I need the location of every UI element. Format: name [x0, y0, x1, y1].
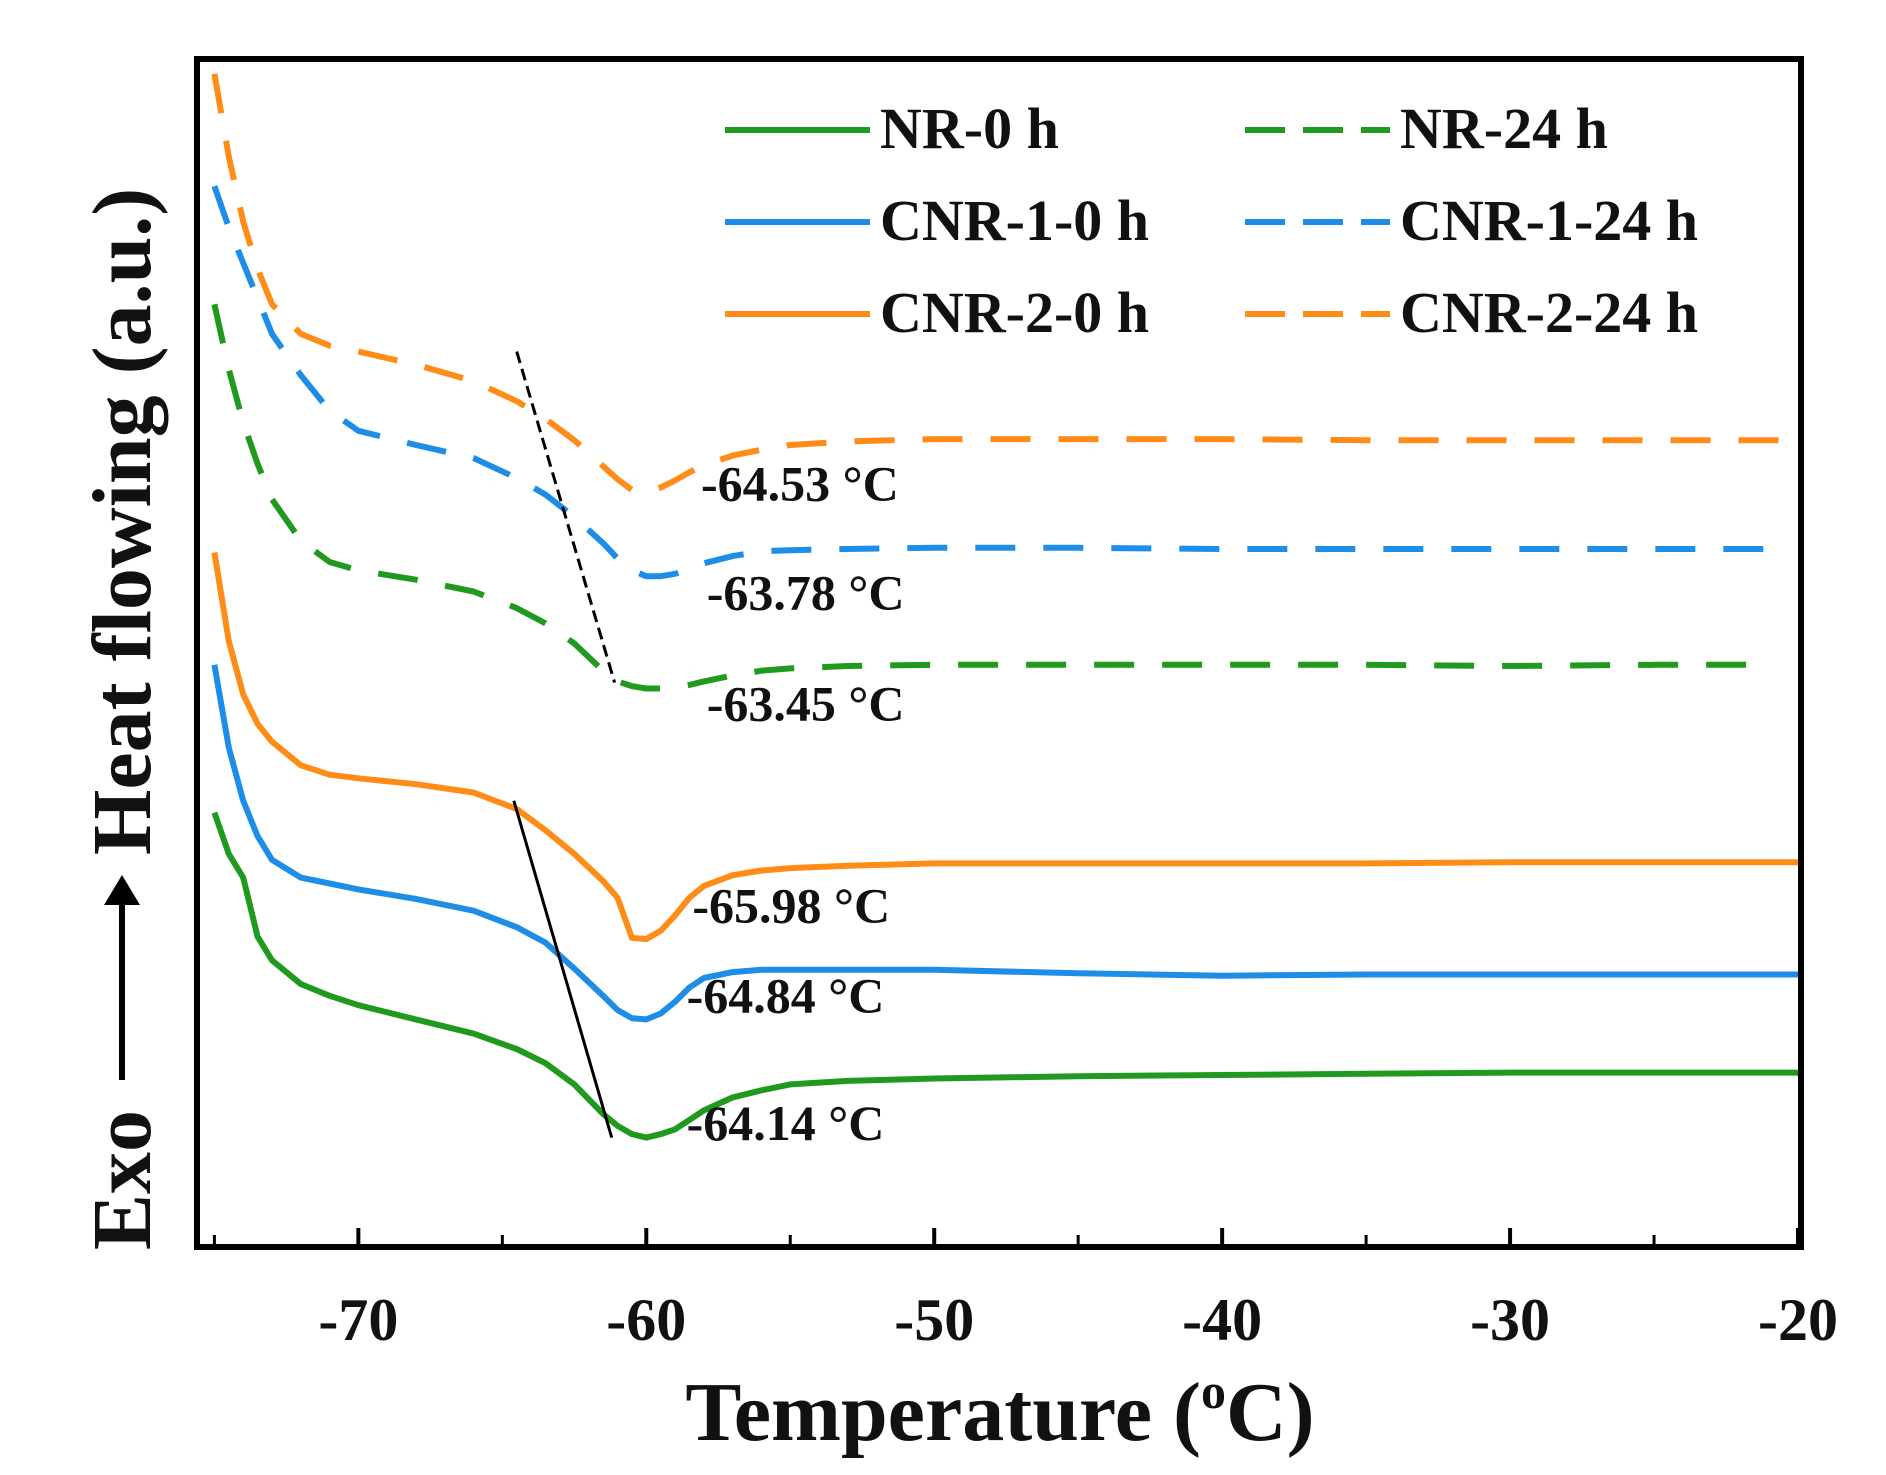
- x-axis-title-unit: C): [1226, 1366, 1315, 1459]
- series-line-nr-0-h: [211, 811, 1798, 1141]
- tg-annotation-3: -63.45 °C: [707, 675, 905, 731]
- y-axis-title: Exo Heat flowing (a.u.): [76, 188, 169, 1250]
- tg-annotation-2: -63.78 °C: [707, 564, 905, 620]
- series-layer: [211, 73, 1798, 1141]
- x-tick-label: -70: [318, 1287, 398, 1353]
- x-tick-label: -50: [894, 1287, 974, 1353]
- tangent-layer: [512, 351, 617, 1139]
- legend-label-cnr1-24h: CNR-1-24 h: [1400, 188, 1698, 253]
- tg-annotation-4: -65.98 °C: [692, 877, 890, 933]
- legend-label-cnr2-24h: CNR-2-24 h: [1400, 280, 1698, 345]
- tg-annotation-5: -64.84 °C: [687, 967, 885, 1023]
- x-axis-title: Temperature (oC): [685, 1363, 1314, 1459]
- x-tick-label: -60: [606, 1287, 686, 1353]
- x-tick-label: -30: [1470, 1287, 1550, 1353]
- series-line-cnr-1-0-h: [211, 664, 1798, 1023]
- y-axis-exo-label: Exo: [76, 1110, 169, 1250]
- x-tick-label: -20: [1758, 1287, 1838, 1353]
- plot-frame: [194, 56, 1804, 1250]
- series-line-cnr-2-24-h: [211, 73, 1798, 496]
- annotation-layer: -64.53 °C -63.78 °C -63.45 °C -65.98 °C -64.…: [687, 456, 905, 1151]
- series-line-cnr-2-0-h: [211, 552, 1798, 942]
- legend-label-cnr2-0h: CNR-2-0 h: [880, 280, 1149, 345]
- tangent-line-1: [515, 351, 617, 683]
- y-axis-main-label: Heat flowing (a.u.): [76, 188, 169, 855]
- legend-label-nr-0h: NR-0 h: [880, 96, 1059, 161]
- x-axis-title-degree: o: [1201, 1363, 1226, 1419]
- legend-label-nr-24h: NR-24 h: [1400, 96, 1608, 161]
- series-line-cnr-1-24-h: [211, 185, 1770, 580]
- x-axis-title-main: Temperature (: [685, 1366, 1201, 1459]
- series-line-nr-24-h: [211, 303, 1770, 692]
- legend-label-cnr1-0h: CNR-1-0 h: [880, 188, 1149, 253]
- exo-arrow-head: [104, 875, 140, 905]
- x-tick-label: -40: [1182, 1287, 1262, 1353]
- tick-layer: -70 -60 -50 -40 -30 -20: [212, 1228, 1838, 1353]
- tg-annotation-6: -64.14 °C: [687, 1095, 885, 1151]
- tg-annotation-1: -64.53 °C: [701, 456, 899, 512]
- legend: NR-0 h NR-24 h CNR-1-0 h CNR-1-24 h CNR-…: [725, 96, 1698, 345]
- tangent-line-2: [512, 800, 614, 1139]
